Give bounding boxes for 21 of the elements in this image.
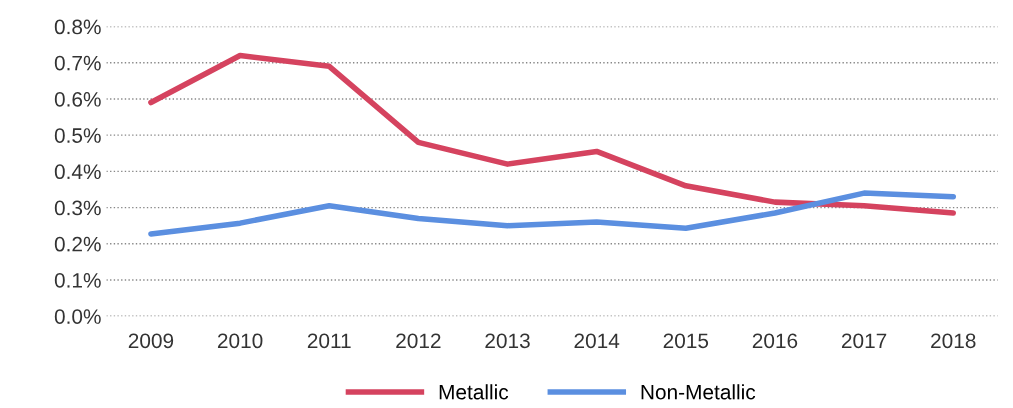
y-tick-label: 0.0% [54, 309, 101, 324]
y-tick-label: 0.7% [54, 55, 101, 71]
y-tick-label: 0.8% [54, 19, 101, 35]
x-tick-label: 2011 [307, 333, 351, 349]
legend-label: Metallic [439, 384, 509, 400]
y-tick-label: 0.2% [54, 236, 101, 252]
x-tick-label: 2018 [931, 333, 976, 349]
x-tick-label: 2012 [396, 333, 441, 349]
legend-label: Non-Metallic [641, 384, 756, 400]
y-tick-label: 0.6% [54, 91, 101, 107]
x-tick-label: 2014 [574, 333, 620, 349]
y-tick-label: 0.1% [54, 272, 101, 288]
x-tick-label: 2013 [485, 333, 530, 349]
y-tick-label: 0.4% [54, 164, 101, 180]
x-tick-label: 2015 [663, 333, 709, 349]
x-tick-label: 2009 [128, 333, 174, 349]
x-tick-label: 2016 [752, 333, 798, 349]
x-tick-label: 2017 [841, 333, 887, 349]
y-tick-label: 0.5% [54, 128, 101, 143]
x-tick-label: 2010 [217, 333, 263, 349]
y-tick-label: 0.3% [54, 200, 101, 216]
